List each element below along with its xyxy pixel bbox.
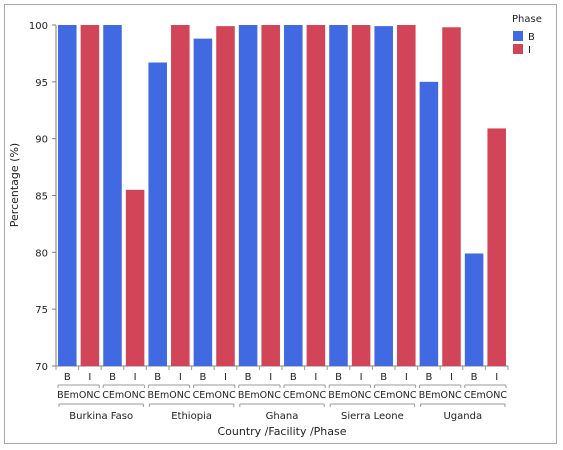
bar-ghana-cemonc-i: [306, 25, 326, 366]
phase-tick-label: B: [154, 372, 161, 383]
facility-label: CEmONC: [283, 390, 326, 401]
plot-area: [56, 25, 508, 366]
y-tick-label: 80: [35, 248, 48, 259]
bar-burkina-faso-cemonc-i: [125, 189, 145, 366]
phase-tick-label: B: [425, 372, 432, 383]
phase-tick-label: B: [380, 372, 387, 383]
phase-tick-label: I: [450, 372, 453, 383]
country-label: Burkina Faso: [69, 411, 133, 422]
bar-ethiopia-cemonc-b: [193, 38, 213, 366]
phase-tick-label: I: [88, 372, 91, 383]
facility-label: CEmONC: [193, 390, 236, 401]
bar-ethiopia-bemonc-b: [148, 62, 167, 366]
bar-uganda-cemonc-b: [464, 253, 484, 366]
legend-label-i: I: [528, 45, 531, 56]
phase-tick-label: I: [179, 372, 182, 383]
phase-tick-label: B: [335, 372, 342, 383]
country-label: Ghana: [266, 411, 299, 422]
y-tick-label: 95: [35, 78, 48, 89]
phase-tick-label: I: [134, 372, 137, 383]
facility-label: CEmONC: [102, 390, 145, 401]
facility-label: CEmONC: [373, 390, 416, 401]
y-tick-label: 70: [35, 362, 48, 373]
facility-label: BEmONC: [57, 390, 100, 401]
legend-title: Phase: [512, 14, 542, 25]
bar-uganda-bemonc-b: [419, 81, 439, 366]
legend-swatch-i: [513, 44, 523, 54]
bar-burkina-faso-bemonc-b: [58, 25, 77, 366]
y-tick-label: 85: [35, 192, 48, 203]
facility-label: BEmONC: [238, 390, 281, 401]
bar-uganda-bemonc-i: [442, 27, 461, 366]
facility-label: BEmONC: [419, 390, 462, 401]
country-label: Ethiopia: [171, 411, 212, 422]
legend-swatch-b: [513, 31, 523, 41]
bar-ghana-bemonc-b: [238, 25, 258, 366]
phase-tick-label: I: [314, 372, 317, 383]
bar-sierra-leone-bemonc-i: [351, 25, 371, 366]
y-tick-label: 75: [35, 305, 48, 316]
bar-ghana-cemonc-b: [284, 25, 303, 366]
phase-tick-label: B: [290, 372, 297, 383]
facility-label: BEmONC: [328, 390, 371, 401]
phase-tick-label: I: [224, 372, 227, 383]
bar-sierra-leone-bemonc-b: [329, 25, 348, 366]
legend-label-b: B: [528, 32, 535, 43]
phase-tick-label: I: [269, 372, 272, 383]
bar-sierra-leone-cemonc-b: [374, 26, 393, 367]
bar-ethiopia-bemonc-i: [171, 25, 190, 366]
bar-burkina-faso-bemonc-i: [80, 25, 100, 366]
phase-tick-label: B: [109, 372, 116, 383]
phase-tick-label: I: [360, 372, 363, 383]
y-tick-label: 100: [29, 21, 48, 32]
bar-sierra-leone-cemonc-i: [397, 25, 416, 366]
y-tick-label: 90: [35, 135, 48, 146]
phase-tick-label: B: [64, 372, 71, 383]
facility-label: CEmONC: [464, 390, 507, 401]
country-label: Sierra Leone: [341, 411, 404, 422]
phase-tick-label: I: [495, 372, 498, 383]
x-axis-label: Country /Facility /Phase: [217, 425, 346, 438]
bar-ghana-bemonc-i: [261, 25, 280, 366]
bar-uganda-cemonc-i: [487, 128, 506, 366]
facility-label: BEmONC: [148, 390, 191, 401]
legend: Phase BI: [512, 14, 542, 56]
phase-tick-label: B: [471, 372, 478, 383]
phase-tick-label: B: [245, 372, 252, 383]
country-label: Uganda: [443, 411, 482, 422]
bar-burkina-faso-cemonc-b: [103, 25, 122, 366]
y-axis-label: Percentage (%): [8, 143, 21, 227]
bar-ethiopia-cemonc-i: [216, 26, 235, 367]
phase-tick-label: I: [405, 372, 408, 383]
phase-tick-label: B: [199, 372, 206, 383]
chart-frame: 70 75 80 85 90 95 100 B I B I B I B I B I B I B I B I B I B I BEmO…: [4, 4, 557, 444]
